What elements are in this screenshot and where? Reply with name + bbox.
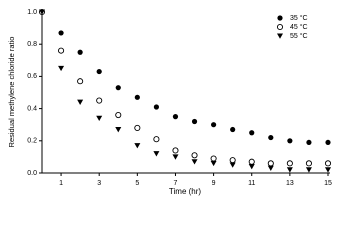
point (115, 127, 122, 133)
point (325, 139, 331, 146)
point (248, 164, 255, 170)
point (325, 167, 331, 173)
point (191, 118, 198, 125)
point (115, 85, 121, 91)
point (172, 114, 179, 120)
point (58, 47, 65, 54)
y-tick-label: 0.8 (27, 41, 37, 48)
point (77, 99, 84, 105)
point (306, 139, 312, 146)
legend-marker (277, 33, 283, 39)
y-tick-label: 0.4 (27, 105, 37, 112)
legend-marker (276, 23, 284, 31)
x-tick-label: 15 (324, 180, 332, 187)
point (172, 154, 179, 160)
point (211, 122, 217, 128)
legend-marker (277, 15, 283, 21)
point (210, 160, 217, 167)
point (248, 158, 255, 165)
point (134, 143, 141, 149)
point (324, 160, 332, 167)
point (267, 160, 274, 167)
point (77, 78, 84, 85)
x-axis-label: Time (hr) (169, 187, 201, 196)
x-tick-label: 1 (59, 180, 63, 187)
point (268, 134, 274, 141)
point (191, 152, 198, 159)
point (96, 68, 102, 75)
point (305, 160, 312, 167)
point (58, 65, 65, 72)
point (172, 147, 179, 154)
y-tick-label: 0.0 (27, 170, 37, 177)
x-tick-label: 5 (135, 180, 139, 187)
point (134, 94, 140, 100)
point (287, 138, 293, 144)
point (191, 159, 198, 165)
point (153, 151, 160, 157)
x-tick-label: 11 (248, 180, 255, 187)
point (267, 165, 274, 171)
point (134, 124, 141, 131)
point (39, 9, 45, 15)
y-axis-label: Residual methylene chloride ratio (7, 37, 16, 148)
chart: Time (hr) Residual methylene chloride ra… (7, 9, 332, 196)
point (230, 126, 236, 133)
point (153, 136, 160, 143)
point (210, 155, 217, 162)
point (96, 115, 103, 122)
point (153, 104, 159, 110)
point (115, 111, 122, 119)
y-tick-label: 1.0 (27, 9, 37, 16)
y-tick-label: 0.2 (27, 138, 37, 145)
x-tick-label: 13 (286, 180, 294, 187)
point (249, 130, 255, 136)
x-tick-label: 7 (174, 180, 178, 187)
x-tick-label: 9 (212, 180, 216, 187)
legend-label: 45 °C (290, 23, 308, 31)
point (305, 167, 312, 173)
point (96, 97, 103, 104)
point (229, 157, 236, 164)
point (286, 160, 293, 167)
point (286, 167, 293, 173)
legend-label: 55 °C (290, 32, 308, 40)
y-tick-label: 0.6 (27, 73, 37, 80)
point (77, 49, 83, 55)
x-tick-label: 3 (97, 180, 101, 187)
point (229, 162, 236, 168)
legend-label: 35 °C (290, 14, 308, 22)
point (58, 30, 64, 36)
